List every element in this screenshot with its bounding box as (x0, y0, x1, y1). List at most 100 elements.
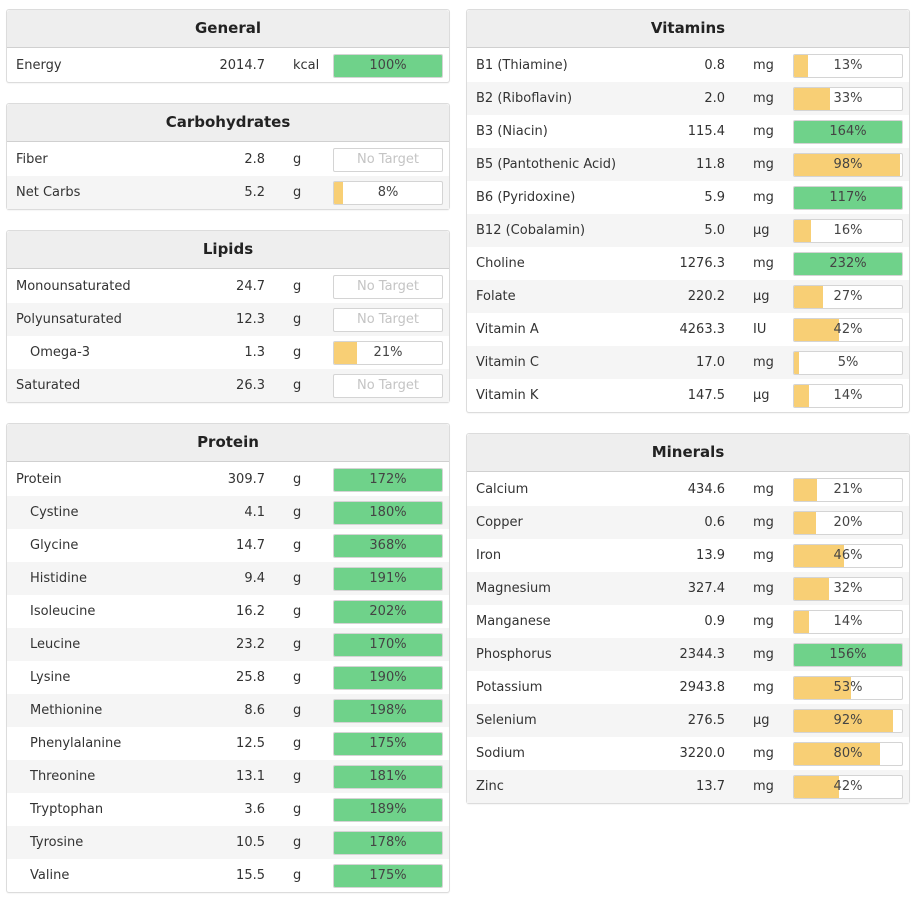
panel-title-general: General (7, 10, 449, 48)
progress-fill (334, 468, 442, 491)
nutrient-unit: g (293, 868, 302, 883)
nutrient-name: Vitamin K (476, 388, 539, 403)
nutrient-row-manganese[interactable]: Manganese 0.9 mg 14% (467, 605, 909, 638)
nutrient-amount: 1.3 (244, 345, 265, 360)
progress-label: 13% (833, 57, 863, 73)
panel-title-carbohydrates: Carbohydrates (7, 104, 449, 142)
progress-fill (334, 54, 442, 77)
nutrient-row-fiber[interactable]: Fiber 2.8 g No Target (7, 143, 449, 176)
nutrient-row-vitamin-k[interactable]: Vitamin K 147.5 µg 14% (467, 379, 909, 412)
nutrient-amount: 2014.7 (219, 58, 266, 73)
progress-fill (334, 181, 343, 204)
nutrient-row-iron[interactable]: Iron 13.9 mg 46% (467, 539, 909, 572)
nutrient-name: Energy (16, 58, 62, 73)
nutrient-list: Fiber 2.8 g No Target Net Carbs 5.2 g 8% (7, 142, 449, 209)
progress-label: 42% (833, 778, 863, 794)
nutrient-row-calcium[interactable]: Calcium 434.6 mg 21% (467, 473, 909, 506)
target-progress-bar: 175% (333, 731, 443, 756)
nutrient-row-glycine[interactable]: Glycine 14.7 g 368% (7, 529, 449, 562)
nutrient-row-valine[interactable]: Valine 15.5 g 175% (7, 859, 449, 892)
nutrient-row-b2-riboflavin[interactable]: B2 (Riboflavin) 2.0 mg 33% (467, 82, 909, 115)
nutrient-name: Isoleucine (30, 604, 96, 619)
nutrient-name: Vitamin A (476, 322, 539, 337)
nutrient-unit: g (293, 571, 302, 586)
nutrient-row-methionine[interactable]: Methionine 8.6 g 198% (7, 694, 449, 727)
nutrient-row-lysine[interactable]: Lysine 25.8 g 190% (7, 661, 449, 694)
nutrient-row-potassium[interactable]: Potassium 2943.8 mg 53% (467, 671, 909, 704)
target-progress-bar: 14% (793, 609, 903, 634)
nutrient-row-monounsaturated[interactable]: Monounsaturated 24.7 g No Target (7, 270, 449, 303)
nutrient-row-b3-niacin[interactable]: B3 (Niacin) 115.4 mg 164% (467, 115, 909, 148)
nutrient-row-phenylalanine[interactable]: Phenylalanine 12.5 g 175% (7, 727, 449, 760)
nutrient-unit: g (293, 604, 302, 619)
nutrient-row-magnesium[interactable]: Magnesium 327.4 mg 32% (467, 572, 909, 605)
progress-fill (794, 87, 830, 110)
nutrient-name: Tryptophan (30, 802, 104, 817)
panel-protein: Protein Protein 309.7 g 172% Cystine 4.1 g 180% G… (6, 423, 450, 893)
nutrient-list: Energy 2014.7 kcal 100% (7, 48, 449, 82)
progress-label: 172% (369, 471, 407, 487)
progress-label: 32% (833, 580, 863, 596)
nutrient-row-vitamin-a[interactable]: Vitamin A 4263.3 IU 42% (467, 313, 909, 346)
progress-fill (794, 709, 894, 732)
panel-title-vitamins: Vitamins (467, 10, 909, 48)
nutrient-row-cystine[interactable]: Cystine 4.1 g 180% (7, 496, 449, 529)
nutrient-name: Potassium (476, 680, 543, 695)
nutrient-row-folate[interactable]: Folate 220.2 µg 27% (467, 280, 909, 313)
nutrient-row-zinc[interactable]: Zinc 13.7 mg 42% (467, 770, 909, 803)
progress-label: 191% (369, 570, 407, 586)
nutrient-row-omega-3[interactable]: Omega-3 1.3 g 21% (7, 336, 449, 369)
nutrient-row-copper[interactable]: Copper 0.6 mg 20% (467, 506, 909, 539)
progress-fill (334, 798, 442, 821)
nutrient-name: Monounsaturated (16, 279, 131, 294)
panel-title-minerals: Minerals (467, 434, 909, 472)
nutrient-row-leucine[interactable]: Leucine 23.2 g 170% (7, 628, 449, 661)
target-progress-bar: 191% (333, 566, 443, 591)
nutrient-amount: 0.6 (704, 515, 725, 530)
target-progress-bar: 368% (333, 533, 443, 558)
target-progress-bar: 190% (333, 665, 443, 690)
nutrient-row-tyrosine[interactable]: Tyrosine 10.5 g 178% (7, 826, 449, 859)
progress-fill (794, 219, 812, 242)
nutrient-unit: g (293, 472, 302, 487)
nutrient-amount: 11.8 (696, 157, 725, 172)
target-progress-bar: 8% (333, 180, 443, 205)
nutrient-amount: 5.9 (704, 190, 725, 205)
nutrient-row-energy[interactable]: Energy 2014.7 kcal 100% (7, 49, 449, 82)
nutrient-unit: mg (753, 482, 774, 497)
nutrient-row-saturated[interactable]: Saturated 26.3 g No Target (7, 369, 449, 402)
nutrient-row-sodium[interactable]: Sodium 3220.0 mg 80% (467, 737, 909, 770)
nutrient-row-phosphorus[interactable]: Phosphorus 2344.3 mg 156% (467, 638, 909, 671)
nutrient-name: B5 (Pantothenic Acid) (476, 157, 617, 172)
progress-label: 42% (833, 321, 863, 337)
nutrient-row-b6-pyridoxine[interactable]: B6 (Pyridoxine) 5.9 mg 117% (467, 181, 909, 214)
progress-label: 156% (829, 646, 867, 662)
progress-label: 5% (837, 354, 859, 370)
nutrient-row-selenium[interactable]: Selenium 276.5 µg 92% (467, 704, 909, 737)
nutrient-unit: g (293, 345, 302, 360)
nutrient-row-polyunsaturated[interactable]: Polyunsaturated 12.3 g No Target (7, 303, 449, 336)
nutrient-row-b12-cobalamin[interactable]: B12 (Cobalamin) 5.0 µg 16% (467, 214, 909, 247)
nutrient-row-choline[interactable]: Choline 1276.3 mg 232% (467, 247, 909, 280)
target-progress-bar: 21% (793, 477, 903, 502)
nutrient-row-isoleucine[interactable]: Isoleucine 16.2 g 202% (7, 595, 449, 628)
nutrient-row-b1-thiamine[interactable]: B1 (Thiamine) 0.8 mg 13% (467, 49, 909, 82)
nutrient-row-b5-pantothenic-acid[interactable]: B5 (Pantothenic Acid) 11.8 mg 98% (467, 148, 909, 181)
nutrient-row-protein[interactable]: Protein 309.7 g 172% (7, 463, 449, 496)
nutrient-amount: 10.5 (236, 835, 265, 850)
progress-fill (794, 775, 840, 798)
nutrient-name: Phenylalanine (30, 736, 122, 751)
nutrient-amount: 434.6 (687, 482, 725, 497)
nutrient-row-vitamin-c[interactable]: Vitamin C 17.0 mg 5% (467, 346, 909, 379)
nutrient-row-tryptophan[interactable]: Tryptophan 3.6 g 189% (7, 793, 449, 826)
progress-fill (334, 666, 442, 689)
nutrient-row-net-carbs[interactable]: Net Carbs 5.2 g 8% (7, 176, 449, 209)
nutrient-row-histidine[interactable]: Histidine 9.4 g 191% (7, 562, 449, 595)
nutrient-name: Leucine (30, 637, 81, 652)
progress-fill (794, 153, 900, 176)
nutrient-amount: 2344.3 (679, 647, 726, 662)
nutrient-unit: mg (753, 91, 774, 106)
target-progress-bar: No Target (333, 307, 443, 332)
panel-minerals: Minerals Calcium 434.6 mg 21% Copper 0.6 mg 20% I… (466, 433, 910, 804)
nutrient-row-threonine[interactable]: Threonine 13.1 g 181% (7, 760, 449, 793)
